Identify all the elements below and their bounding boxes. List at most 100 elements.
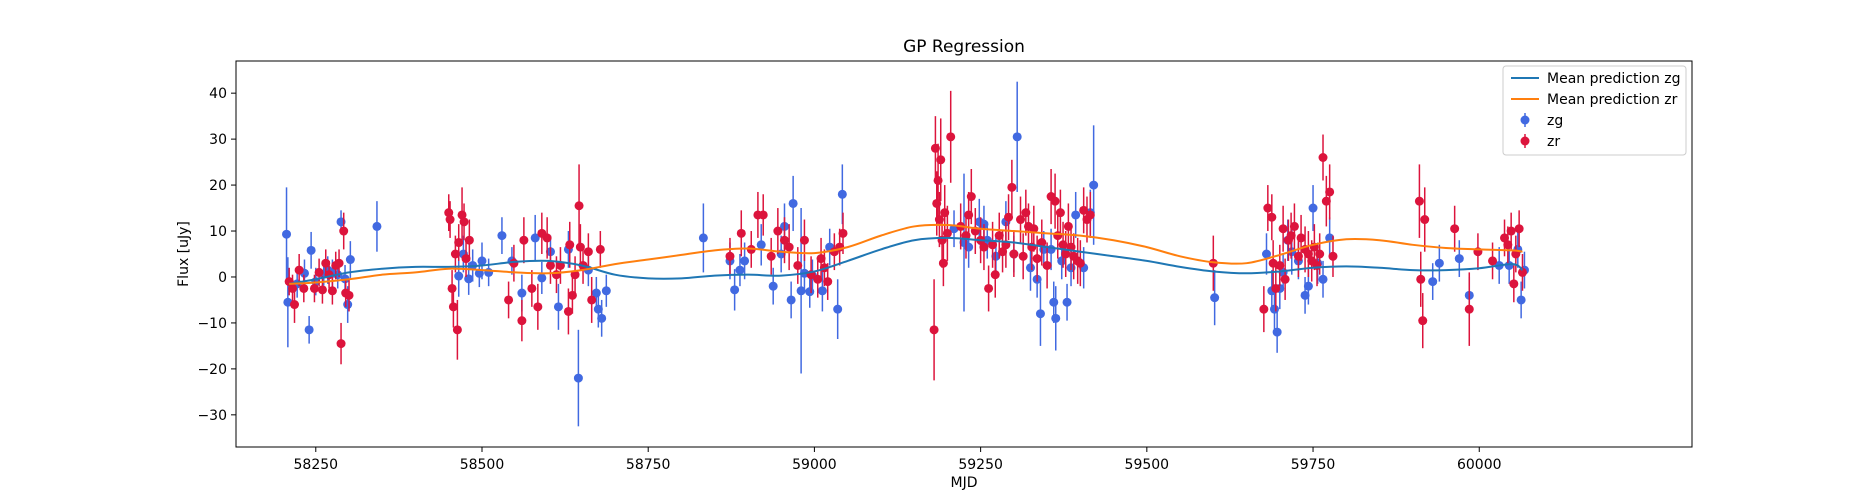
zr-data-point bbox=[1009, 249, 1019, 259]
zg-data-point bbox=[1012, 132, 1022, 142]
zg-data-point bbox=[698, 233, 708, 243]
zr-data-point bbox=[979, 242, 989, 252]
zg-data-point bbox=[786, 295, 796, 305]
zr-data-point bbox=[766, 251, 776, 261]
x-tick-label: 58500 bbox=[460, 457, 505, 473]
zg-data-point bbox=[537, 273, 547, 283]
zr-data-point bbox=[314, 267, 324, 277]
zr-data-point bbox=[929, 325, 939, 335]
zr-data-point bbox=[299, 283, 309, 293]
zr-data-point bbox=[936, 155, 946, 165]
zr-data-point bbox=[309, 283, 319, 293]
zr-data-point bbox=[461, 254, 471, 264]
zr-data-point bbox=[1029, 224, 1039, 234]
zr-data-point bbox=[1259, 304, 1269, 314]
zr-data-point bbox=[574, 201, 584, 211]
zg-data-point bbox=[497, 231, 507, 241]
zr-data-point bbox=[1079, 205, 1089, 215]
zr-data-point bbox=[1303, 249, 1313, 259]
zg-data-point bbox=[740, 256, 750, 266]
zr-data-point bbox=[339, 226, 349, 236]
zr-data-point bbox=[1315, 249, 1325, 259]
zr-data-point bbox=[1418, 316, 1428, 326]
plot-area bbox=[282, 81, 1529, 427]
x-tick-label: 58750 bbox=[626, 457, 671, 473]
zr-data-point bbox=[1050, 196, 1060, 206]
x-tick-label: 59500 bbox=[1125, 457, 1170, 473]
zg-data-point bbox=[1025, 263, 1035, 273]
zr-data-point bbox=[1296, 233, 1306, 243]
zr-data-point bbox=[321, 258, 331, 268]
y-tick-label: 30 bbox=[209, 132, 227, 148]
zg-data-point bbox=[343, 300, 353, 310]
zr-data-point bbox=[988, 240, 998, 250]
zr-data-point bbox=[1450, 224, 1460, 234]
legend-item: Mean prediction zg bbox=[1511, 71, 1681, 87]
zg-data-point bbox=[817, 286, 827, 296]
zg-data-point bbox=[1035, 309, 1045, 319]
zg-data-point bbox=[345, 255, 355, 265]
mean-prediction-line-zg bbox=[289, 236, 1524, 285]
zr-data-point bbox=[793, 260, 803, 270]
zr-data-point bbox=[565, 240, 575, 250]
zg-data-point bbox=[573, 373, 583, 383]
zr-data-point bbox=[784, 242, 794, 252]
zr-data-point bbox=[990, 270, 1000, 280]
zr-data-point bbox=[317, 285, 327, 295]
zg-data-point bbox=[530, 233, 540, 243]
zg-data-point bbox=[282, 229, 292, 239]
zg-data-point bbox=[1057, 256, 1067, 266]
zr-data-point bbox=[1289, 221, 1299, 231]
axes-frame bbox=[235, 60, 1693, 448]
zr-data-point bbox=[1517, 267, 1527, 277]
zr-data-point bbox=[459, 217, 469, 227]
zg-data-point bbox=[1516, 295, 1526, 305]
y-axis-label: Flux [uJy] bbox=[176, 221, 192, 287]
y-tick-label: 10 bbox=[209, 224, 227, 240]
zr-data-point bbox=[1506, 226, 1516, 236]
zr-data-point bbox=[1318, 153, 1328, 162]
legend-marker-swatch bbox=[1520, 115, 1530, 125]
zr-data-point bbox=[445, 215, 455, 225]
zr-data-point bbox=[464, 235, 474, 245]
zr-data-point bbox=[758, 210, 768, 220]
x-axis-label: MJD bbox=[951, 475, 978, 491]
zr-data-point bbox=[1075, 258, 1085, 268]
zg-data-point bbox=[553, 302, 563, 312]
zg-data-point bbox=[1454, 254, 1464, 264]
legend-label: Mean prediction zg bbox=[1547, 71, 1681, 87]
zr-data-point bbox=[583, 247, 593, 257]
zr-data-point bbox=[1037, 238, 1047, 248]
zg-data-point bbox=[756, 240, 766, 250]
zr-data-point bbox=[1016, 215, 1026, 225]
zr-data-point bbox=[504, 295, 514, 305]
zr-data-point bbox=[1280, 274, 1290, 284]
x-tick-label: 59250 bbox=[958, 457, 1003, 473]
x-tick-label: 59750 bbox=[1291, 457, 1336, 473]
zr-data-point bbox=[1514, 224, 1524, 234]
legend-item: zg bbox=[1520, 113, 1563, 129]
zr-data-point bbox=[1416, 274, 1426, 284]
zr-data-point bbox=[1055, 208, 1065, 218]
axis-ticks: 58250 58500 58750 59000 59250 59500 59750 60000… bbox=[197, 86, 1501, 473]
chart-title: GP Regression bbox=[903, 37, 1025, 57]
x-tick-label: 59000 bbox=[792, 457, 837, 473]
zr-data-point bbox=[567, 290, 577, 300]
zg-data-point bbox=[1089, 180, 1099, 190]
zg-data-point bbox=[730, 285, 740, 295]
zr-data-point bbox=[517, 316, 527, 326]
zg-data-point bbox=[1428, 277, 1438, 287]
zr-data-point bbox=[527, 283, 537, 293]
zr-data-point bbox=[984, 283, 994, 293]
zr-data-point bbox=[994, 231, 1004, 241]
zg-data-point bbox=[1071, 210, 1081, 220]
zr-data-point bbox=[1286, 231, 1296, 241]
zr-data-point bbox=[551, 270, 561, 280]
zr-data-point bbox=[779, 235, 789, 245]
zr-data-point bbox=[998, 247, 1008, 257]
zr-data-point bbox=[570, 270, 580, 280]
zg-data-point bbox=[768, 281, 778, 291]
zr-data-point bbox=[1420, 215, 1430, 225]
zr-data-point bbox=[563, 306, 573, 316]
